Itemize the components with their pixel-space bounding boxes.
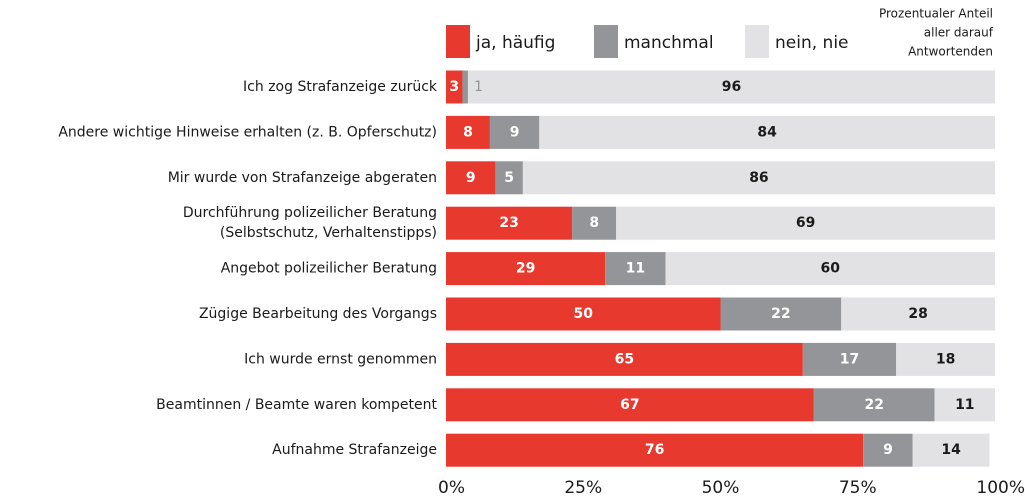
bar-segment [446, 342, 803, 376]
value-label: 69 [796, 215, 815, 231]
value-label: 8 [589, 215, 599, 231]
bar-segment [446, 252, 606, 286]
x-tick-label: 75% [839, 478, 877, 498]
bar-segment [489, 115, 540, 149]
category-label: Angebot polizeilicher Beratung [221, 261, 437, 277]
bar-segment [522, 161, 995, 195]
value-label: 9 [883, 442, 893, 458]
legend-swatch [745, 25, 769, 58]
value-label: 23 [499, 215, 518, 231]
bar-segment [539, 115, 995, 149]
legend-swatch [446, 25, 470, 58]
category-label: Zügige Bearbeitung des Vorgangs [199, 306, 437, 322]
annotation: Antwortenden [908, 45, 993, 59]
bar-segment [572, 206, 617, 240]
value-label: 65 [615, 351, 634, 367]
bar-segment [467, 70, 995, 104]
bar-segment [841, 297, 995, 331]
bar-segment [446, 206, 573, 240]
category-label: Ich zog Strafanzeige zurück [243, 79, 438, 95]
value-label: 3 [449, 79, 459, 95]
bar-segment [863, 433, 913, 467]
value-label: 9 [466, 170, 476, 186]
category-label: Andere wichtige Hinweise erhalten (z. B.… [58, 124, 437, 140]
bar-segment [495, 161, 523, 195]
value-label: 86 [749, 170, 768, 186]
bar-segment [934, 388, 995, 422]
value-label: 22 [864, 397, 883, 413]
value-label: 50 [574, 306, 594, 322]
category-label: Durchführung polizeilicher Beratung (Selb… [183, 205, 437, 241]
x-tick-label: 0% [438, 478, 465, 498]
annotation: aller darauf [924, 26, 994, 40]
value-label: 11 [955, 397, 974, 413]
bar-segment [446, 433, 864, 467]
value-label: 18 [936, 351, 955, 367]
plot-area [446, 70, 995, 467]
value-label: 9 [510, 124, 520, 140]
bar-segment [446, 115, 490, 149]
value-label: 14 [941, 442, 961, 458]
bar-segment [720, 297, 842, 331]
value-label: 67 [620, 397, 639, 413]
bar-segment [802, 342, 897, 376]
annotation: Prozentualer Anteil [879, 7, 993, 21]
bar-segment [605, 252, 666, 286]
legend-label: ja, häufig [475, 33, 555, 53]
legend-swatch [594, 25, 618, 58]
value-label: 22 [771, 306, 790, 322]
bar-segment [446, 297, 721, 331]
value-label: 8 [463, 124, 473, 140]
value-label: 1 [474, 79, 483, 95]
x-tick-label: 50% [702, 478, 740, 498]
category-label: Ich wurde ernst genommen [244, 351, 437, 367]
legend-label: nein, nie [775, 33, 849, 53]
bar-segment [665, 252, 995, 286]
category-label: Aufnahme Strafanzeige [272, 442, 437, 458]
bar-segment [896, 342, 995, 376]
value-label: 84 [757, 124, 777, 140]
value-label: 29 [516, 261, 535, 277]
value-label: 60 [821, 261, 841, 277]
x-tick-label: 25% [564, 478, 602, 498]
bar-segment [446, 161, 496, 195]
bar-segment [912, 433, 990, 467]
value-label: 28 [908, 306, 927, 322]
value-label: 17 [840, 351, 859, 367]
legend-label: manchmal [624, 33, 714, 53]
x-tick-label: 100% [976, 478, 1025, 498]
bar-segment [616, 206, 995, 240]
bar-segment [446, 70, 463, 104]
category-label: Beamtinnen / Beamte waren kompetent [156, 397, 437, 413]
value-label: 5 [504, 170, 514, 186]
bar-segment [462, 70, 468, 104]
value-label: 96 [722, 79, 741, 95]
category-label: Mir wurde von Strafanzeige abgeraten [168, 170, 437, 186]
value-label: 76 [645, 442, 664, 458]
bar-segment [446, 388, 814, 422]
value-label: 11 [626, 261, 645, 277]
bar-segment [813, 388, 935, 422]
